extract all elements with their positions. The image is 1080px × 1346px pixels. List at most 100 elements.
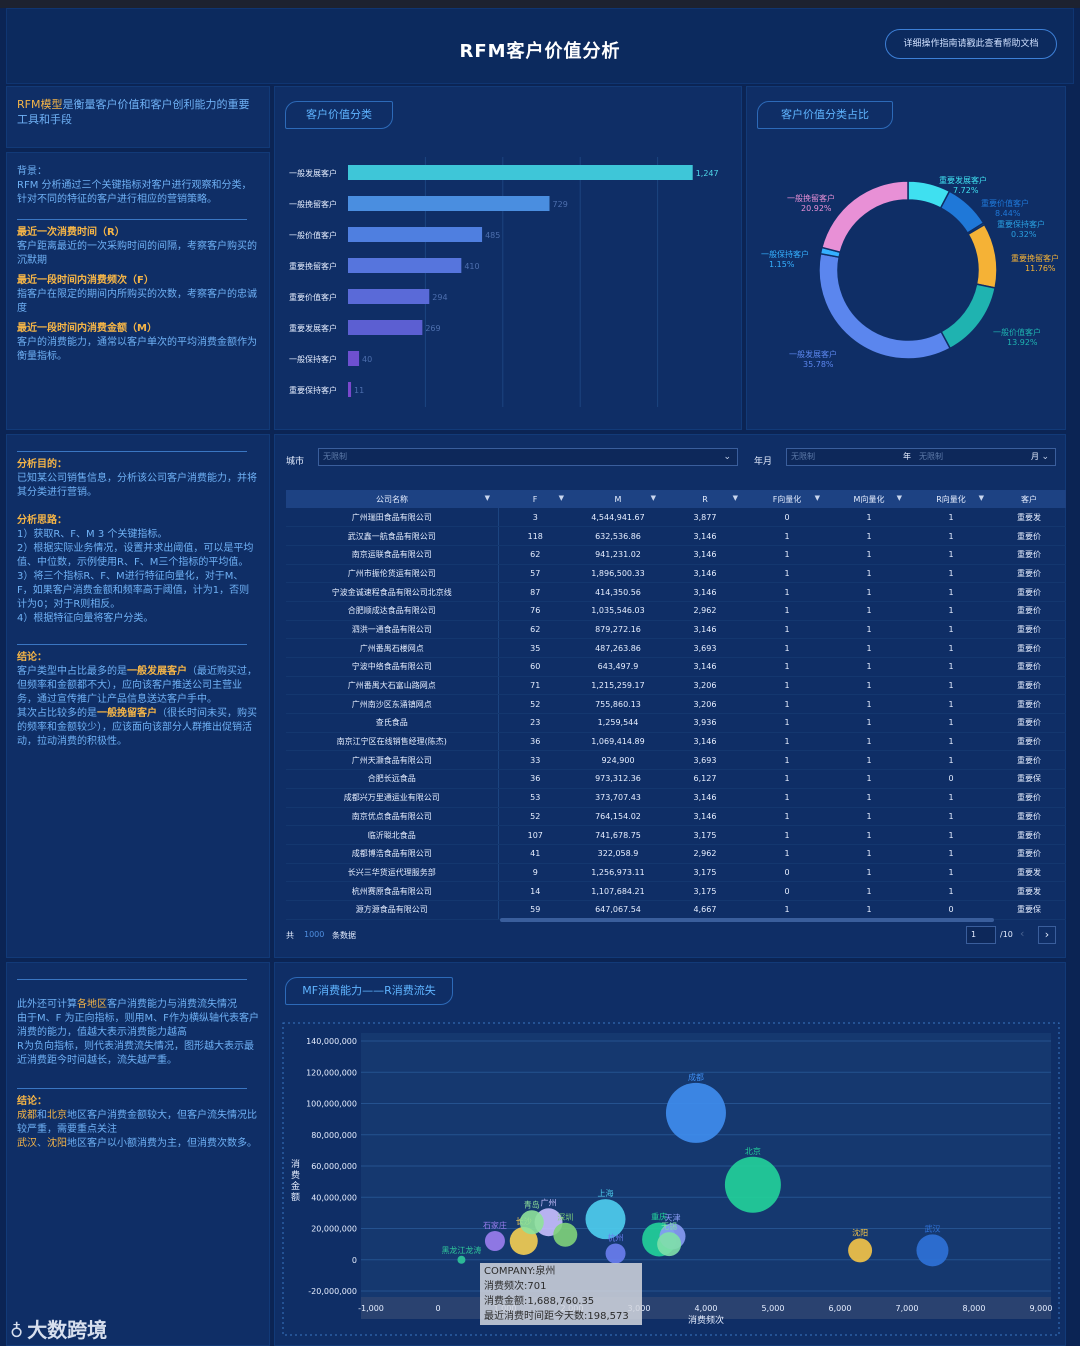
bubble[interactable] xyxy=(553,1222,578,1247)
bubble-chart: -20,000,000 0 20,000,000 40,000,000 60,000,0… xyxy=(282,1022,1060,1336)
table-row[interactable]: 合肥顺成达食品有限公司 76 1,035,546.03 2,962 1 1 1 重要价 xyxy=(286,601,1066,621)
table-row[interactable]: 成都博浩食品有限公司 41 322,058.9 2,962 1 1 1 重要价 xyxy=(286,844,1066,864)
bar-category-label: 一般挽留客户 xyxy=(289,199,337,209)
table-cell: 1 xyxy=(746,750,828,771)
table-cell: 3,693 xyxy=(664,750,746,771)
bar[interactable] xyxy=(348,165,693,180)
table-cell: 重要价 xyxy=(992,732,1066,752)
column-header[interactable]: M向量化 ▼ xyxy=(828,490,910,508)
table-cell: 1 xyxy=(910,694,992,715)
table-row[interactable]: 宁波金诚速程食品有限公司北京线 87 414,350.56 3,146 1 1 1 重要价 xyxy=(286,582,1066,602)
bubble[interactable] xyxy=(484,1231,505,1251)
table-cell: 1 xyxy=(828,825,910,845)
table-cell: 107 xyxy=(498,825,572,845)
table-row[interactable]: 武汉鑫一航食品有限公司 118 632,536.86 3,146 1 1 1 重要价 xyxy=(286,526,1066,546)
yearmonth-select[interactable]: 无限制 年 无限制 月 ⌄ xyxy=(786,448,1056,466)
table-cell: 杭州赛原食品有限公司 xyxy=(286,881,499,901)
sort-icon[interactable]: ▼ xyxy=(558,494,564,502)
sort-icon[interactable]: ▼ xyxy=(978,494,984,502)
table-row[interactable]: 南京江宁区在线销售经理(陈杰) 36 1,069,414.89 3,146 1 1 1 重要价 xyxy=(286,732,1066,752)
table-row[interactable]: 查氏食品 23 1,259,544 3,936 1 1 1 重要价 xyxy=(286,713,1066,733)
table-row[interactable]: 临沂聪北食品 107 741,678.75 3,175 1 1 1 重要价 xyxy=(286,825,1066,845)
bar[interactable] xyxy=(348,196,550,211)
bubble[interactable] xyxy=(457,1255,466,1264)
bubble[interactable] xyxy=(724,1156,781,1213)
bubble[interactable] xyxy=(605,1243,626,1264)
sort-icon[interactable]: ▼ xyxy=(814,494,820,502)
table-cell: 广州番禺大石富山路网点 xyxy=(286,676,499,696)
bubble-label: 上海 xyxy=(598,1188,614,1198)
donut-slice[interactable] xyxy=(820,180,909,254)
column-header[interactable]: R ▼ xyxy=(664,490,746,508)
table-cell: 1 xyxy=(828,788,910,808)
tooltip-recency: 最近消费时间距今天数:198,573 xyxy=(484,1311,629,1322)
m-title: 最近一段时间内消费金额（M） xyxy=(17,323,157,334)
table-scrollbar[interactable] xyxy=(500,918,994,922)
table-cell: 643,497.9 xyxy=(572,657,664,677)
column-header[interactable]: 客户 xyxy=(992,490,1066,508)
bar[interactable] xyxy=(348,258,462,273)
table-cell: 62 xyxy=(498,620,572,640)
bar-category-label: 重要发展客户 xyxy=(289,323,337,333)
table-row[interactable]: 广州天灏食品有限公司 33 924,900 3,693 1 1 1 重要价 xyxy=(286,750,1066,771)
city-label: 城市 xyxy=(286,457,305,467)
table-row[interactable]: 广州番禺大石富山路网点 71 1,215,259.17 3,206 1 1 1 重要价 xyxy=(286,676,1066,696)
bar[interactable] xyxy=(348,227,483,242)
bubble-label: 沈阳 xyxy=(852,1227,868,1237)
column-header[interactable]: R向量化 ▼ xyxy=(910,490,992,508)
prev-page-icon[interactable]: ‹ xyxy=(1020,927,1025,940)
city-select[interactable]: 无限制 ⌄ xyxy=(318,448,738,466)
year-input[interactable]: 无限制 xyxy=(791,452,815,461)
sort-icon[interactable]: ▼ xyxy=(650,494,656,502)
sort-icon[interactable]: ▼ xyxy=(732,494,738,502)
table-row[interactable]: 广州瑞田食品有限公司 3 4,544,941.67 3,877 0 1 1 重要发 xyxy=(286,508,1066,528)
table-cell: 924,900 xyxy=(572,750,664,771)
table-cell: 重要价 xyxy=(992,638,1066,658)
column-header[interactable]: F向量化 ▼ xyxy=(746,490,828,508)
bar[interactable] xyxy=(348,320,423,335)
table-row[interactable]: 长兴三华货运代理服务部 9 1,256,973.11 3,175 0 1 1 重要发 xyxy=(286,863,1066,883)
table-row[interactable]: 广州市振伦货运有限公司 57 1,896,500.33 3,146 1 1 1 重要价 xyxy=(286,564,1066,584)
table-cell: 3,175 xyxy=(664,825,746,845)
month-input[interactable]: 无限制 xyxy=(919,452,943,461)
bar[interactable] xyxy=(348,382,352,397)
bubble[interactable] xyxy=(657,1232,682,1257)
column-header[interactable]: 公司名称 ▼ xyxy=(286,490,498,508)
bubble[interactable] xyxy=(519,1210,544,1235)
table-row[interactable]: 南京运联食品有限公司 62 941,231.02 3,146 1 1 1 重要价 xyxy=(286,545,1066,565)
help-doc-button[interactable]: 详细操作指南请戳此查看帮助文档 xyxy=(885,29,1057,59)
table-row[interactable]: 南京优点食品有限公司 52 764,154.02 3,146 1 1 1 重要价 xyxy=(286,807,1066,827)
donut-slice[interactable] xyxy=(967,223,998,289)
column-header[interactable]: F ▼ xyxy=(498,490,572,508)
table-row[interactable]: 源方源食品有限公司 59 647,067.54 4,667 1 1 0 重要保 xyxy=(286,900,1066,920)
bar[interactable] xyxy=(348,351,360,366)
tooltip-company: COMPANY:泉州 xyxy=(484,1266,556,1277)
page-input[interactable]: 1 xyxy=(966,926,996,944)
table-cell: 1,035,546.03 xyxy=(572,601,664,621)
table-row[interactable]: 成都兴万里通运业有限公司 53 373,707.43 3,146 1 1 1 重要价 xyxy=(286,788,1066,808)
sort-icon[interactable]: ▼ xyxy=(896,494,902,502)
bubble[interactable] xyxy=(665,1082,726,1143)
donut-chart-panel: 客户价值分类占比 重要发展客户 7.72% 重要价值客户 8.44% 重要保持客户 0.3… xyxy=(746,86,1066,430)
table-row[interactable]: 宁波中络食品有限公司 60 643,497.9 3,146 1 1 1 重要价 xyxy=(286,657,1066,677)
table-row[interactable]: 合肥长远食品 36 973,312.36 6,127 1 1 0 重要保 xyxy=(286,769,1066,789)
table-row[interactable]: 杭州赛原食品有限公司 14 1,107,684.21 3,175 0 1 1 重要发 xyxy=(286,881,1066,901)
donut-slice[interactable] xyxy=(818,252,952,360)
table-row[interactable]: 泗洪一通食品有限公司 62 879,272.16 3,146 1 1 1 重要价 xyxy=(286,620,1066,640)
bubble[interactable] xyxy=(848,1238,873,1263)
bar[interactable] xyxy=(348,289,430,304)
table-row[interactable]: 广州番禺石楼网点 35 487,263.86 3,693 1 1 1 重要价 xyxy=(286,638,1066,658)
table-cell: 0 xyxy=(910,769,992,789)
bar-value-label: 269 xyxy=(425,324,440,333)
bar-chart-title: 客户价值分类 xyxy=(285,101,393,129)
table-cell: 741,678.75 xyxy=(572,825,664,845)
scatter-chart-panel: MF消费能力——R消费流失 -20,000,000 0 20,000,000 40,0… xyxy=(274,962,1066,1346)
column-header[interactable]: M ▼ xyxy=(572,490,664,508)
sort-icon[interactable]: ▼ xyxy=(484,494,490,502)
table-row[interactable]: 广州南沙区东涌镇网点 52 755,860.13 3,206 1 1 1 重要价 xyxy=(286,694,1066,715)
bubble[interactable] xyxy=(585,1199,626,1240)
next-page-icon[interactable]: › xyxy=(1038,926,1056,944)
table-cell: 1 xyxy=(828,638,910,658)
bubble[interactable] xyxy=(916,1234,949,1267)
donut-slice[interactable] xyxy=(940,283,997,350)
